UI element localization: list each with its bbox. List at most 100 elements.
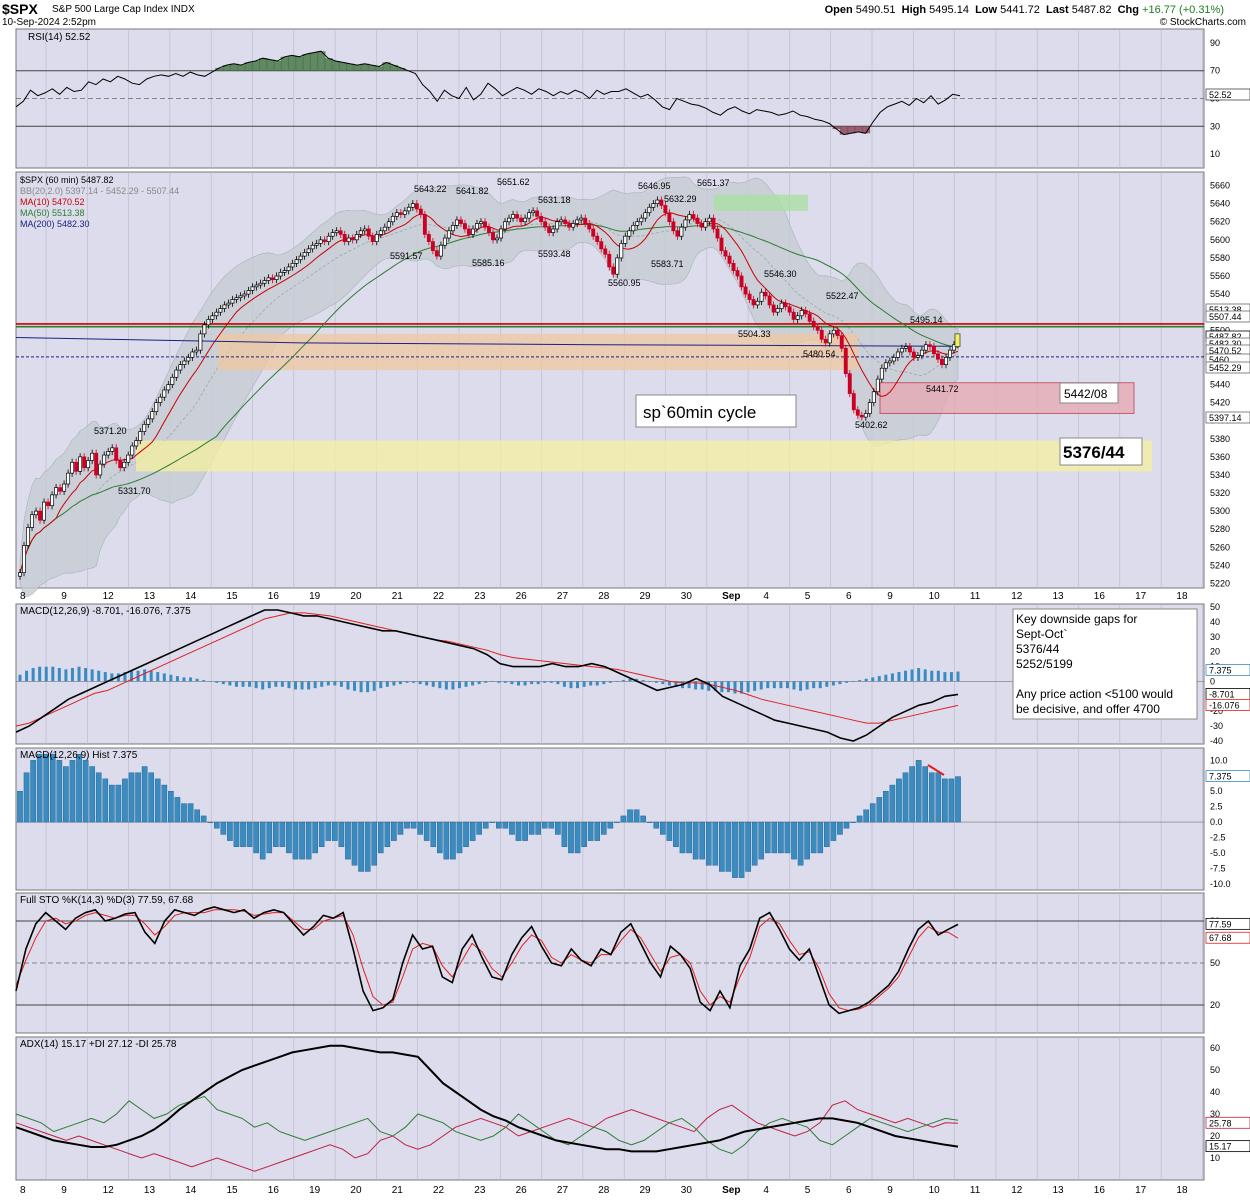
price-extreme-label: 5495.14	[910, 315, 943, 325]
candle-body	[250, 286, 255, 291]
price-extreme-label: 5643.22	[414, 184, 447, 194]
price-extreme-label: 5631.18	[538, 195, 571, 205]
adx-panel-grid	[45, 1037, 1203, 1180]
stoch-d-line	[15, 909, 959, 1012]
macd-mini-bar	[766, 681, 770, 689]
candle-body	[346, 237, 351, 242]
macd-mini-bar	[497, 681, 501, 683]
hist-bar	[496, 821, 502, 829]
price-right-label: 5397.14	[1209, 413, 1242, 423]
orange-zone	[218, 333, 858, 371]
candle-body	[454, 219, 459, 226]
candle-body	[811, 320, 816, 327]
date-tick: 8	[20, 591, 26, 602]
last-candle	[954, 333, 961, 347]
macd-signal-line	[15, 612, 959, 727]
hist-bar	[128, 772, 135, 823]
hist-bar	[948, 778, 955, 823]
macd-mini-bar	[320, 681, 324, 687]
price-extreme-label: 5480.54	[803, 349, 836, 359]
price-axis-tick: 5540	[1210, 289, 1230, 299]
hist-bar	[594, 821, 601, 841]
price-axis-tick: 5240	[1210, 560, 1230, 570]
macd-mini-bar	[57, 668, 61, 682]
macd-mini-bar	[569, 681, 573, 689]
hist-bar	[233, 821, 240, 847]
candle-body	[715, 228, 720, 239]
candle-body	[907, 346, 912, 353]
candle-body	[426, 234, 431, 242]
notes-line: Key downside gaps for	[1016, 612, 1137, 626]
price-extreme-label: 5402.62	[855, 420, 888, 430]
macd-mini-bar	[687, 681, 691, 689]
price-extreme-label: 5646.95	[638, 181, 671, 191]
candle-body	[671, 221, 676, 232]
adx-date-tick: 5	[805, 1185, 811, 1196]
adx-panel	[15, 1036, 1205, 1181]
candle-body	[919, 349, 924, 356]
macd-mini-bar	[215, 681, 219, 683]
price-extreme-label: 5441.72	[926, 384, 959, 394]
candle-body	[254, 284, 259, 288]
hist-bar	[928, 772, 935, 823]
macd-mini-bar	[51, 666, 55, 682]
candle-body	[174, 369, 179, 378]
candle-body	[575, 219, 580, 224]
macd-mini-bar	[241, 681, 245, 687]
candle-body	[944, 357, 948, 365]
candle-body	[579, 217, 584, 221]
candle-body	[927, 344, 932, 347]
hist-bar	[686, 821, 692, 854]
hist-bar	[332, 821, 338, 841]
date-tick: 20	[350, 591, 362, 602]
candle-body	[410, 203, 415, 208]
price-legend-item: BB(20,2.0) 5397.14 - 5452.29 - 5507.44	[20, 186, 179, 196]
macd-mini-bar	[949, 672, 953, 682]
candle-body	[58, 487, 63, 492]
adx-date-tick: 20	[350, 1185, 362, 1196]
macd-mini-bar	[372, 681, 376, 691]
hist-bar	[194, 809, 200, 823]
adx-date-tick: 23	[474, 1185, 486, 1196]
hist-bar	[909, 766, 915, 823]
stoch-right-label-box	[1205, 917, 1250, 930]
hist-bar	[541, 821, 548, 829]
candle-body	[270, 277, 275, 280]
macd-axis-tick: -30	[1210, 721, 1223, 731]
rsi-overbought-fill	[346, 63, 355, 71]
hist-bar	[364, 821, 371, 872]
candle-body	[298, 255, 303, 261]
hist-bar	[102, 778, 109, 823]
macd-mini-bar	[746, 681, 750, 693]
notes-line: Sept-Oct`	[1016, 627, 1067, 641]
hist-bar	[915, 760, 922, 823]
date-tick: 5	[805, 591, 811, 602]
macd-mini-bar	[772, 681, 776, 689]
candle-body	[262, 280, 267, 284]
price-axis-tick: 5640	[1210, 199, 1230, 209]
candle-body	[543, 221, 548, 228]
price-axis-tick: 5560	[1210, 271, 1230, 281]
candle-body	[799, 310, 804, 317]
candle-body	[843, 347, 848, 375]
macd-mini-bar	[484, 681, 488, 683]
macd-mini-bar	[274, 681, 278, 687]
price-extreme-label: 5371.20	[94, 426, 127, 436]
macd-mini-bar	[202, 680, 206, 682]
hist-bar	[837, 821, 843, 835]
candle-body	[198, 333, 203, 351]
hist-bar	[49, 753, 56, 823]
date-tick: 13	[1053, 591, 1065, 602]
candle-body	[382, 226, 387, 232]
adx-date-tick: 28	[598, 1185, 610, 1196]
candle-body	[895, 351, 900, 358]
price-right-label: 5460	[1209, 355, 1229, 365]
date-tick: 17	[1135, 591, 1147, 602]
macd-axis-tick: 40	[1210, 617, 1220, 627]
adx-axis-tick: 60	[1210, 1043, 1220, 1053]
candle-body	[354, 234, 359, 241]
date-tick: 10	[929, 591, 941, 602]
hist-bar	[109, 784, 115, 823]
macd-mini-bar	[366, 681, 370, 693]
